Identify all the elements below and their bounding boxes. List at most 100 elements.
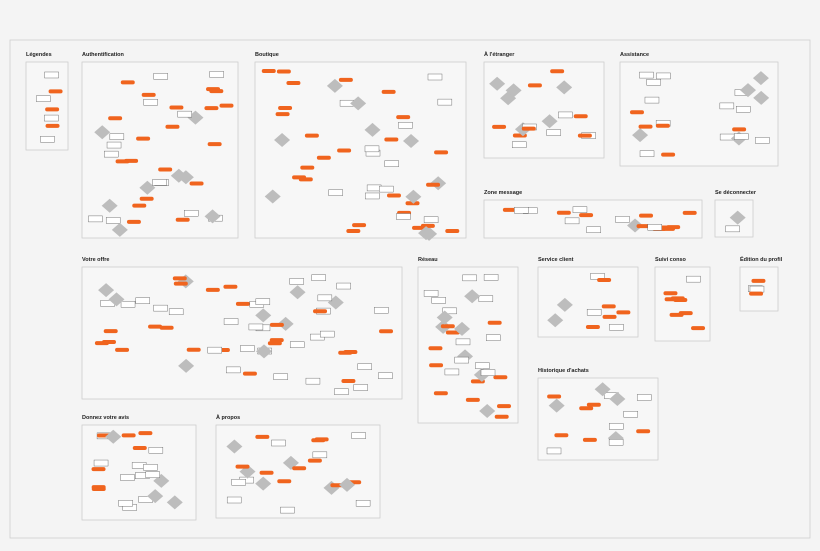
decision-node — [405, 189, 422, 204]
section: Service client — [537, 257, 639, 338]
decision-node — [541, 114, 558, 129]
section-title: Donnez votre avis — [82, 415, 129, 421]
action-node — [300, 165, 315, 170]
action-node — [186, 347, 201, 352]
screen-node — [749, 285, 765, 293]
action-node — [669, 312, 684, 317]
screen-node — [334, 388, 349, 395]
action-node — [582, 437, 597, 442]
action-node — [663, 291, 678, 296]
screen-node — [639, 150, 655, 157]
screen-node — [644, 96, 660, 104]
action-node — [636, 429, 651, 434]
panels: Légendes Authentification Boutique À l'étra… — [25, 51, 783, 521]
action-node — [286, 81, 301, 86]
action-node — [132, 203, 147, 208]
screen-node — [88, 215, 103, 223]
action-node — [337, 148, 352, 153]
screen-node — [734, 133, 749, 140]
screen-node — [120, 474, 135, 481]
screen-node — [379, 185, 394, 193]
screen-node — [255, 298, 271, 305]
screen-node — [442, 307, 457, 315]
action-node — [148, 324, 163, 329]
action-node — [579, 213, 594, 218]
decision-node — [147, 489, 164, 504]
section: Historique d'achats — [537, 368, 659, 461]
section-title: Historique d'achats — [538, 368, 589, 374]
action-node — [492, 124, 507, 129]
decision-node — [98, 283, 115, 298]
action-node — [108, 116, 123, 121]
action-node — [405, 201, 420, 206]
action-node — [577, 133, 592, 138]
action-node — [159, 325, 174, 330]
action-node — [48, 89, 63, 94]
screen-node — [384, 160, 399, 167]
decision-node — [289, 285, 306, 300]
screen-node — [639, 71, 654, 79]
screen-node — [364, 145, 380, 153]
action-node — [521, 126, 536, 131]
screen-node — [44, 71, 59, 79]
action-node — [341, 379, 356, 384]
action-node — [343, 350, 358, 355]
screen-node — [609, 423, 624, 430]
decision-node — [753, 90, 770, 105]
screen-node — [153, 304, 168, 312]
screen-node — [564, 217, 580, 225]
action-node — [396, 115, 411, 120]
section-title: Votre offre — [82, 257, 109, 263]
screen-node — [273, 373, 288, 380]
section: À propos — [215, 414, 381, 519]
screen-node — [143, 464, 158, 471]
screen-node — [615, 216, 630, 223]
screen-node — [374, 307, 389, 314]
section-title: Zone message — [484, 190, 522, 196]
action-node — [338, 77, 353, 82]
decision-node — [338, 477, 355, 492]
section: À l'étranger — [483, 51, 605, 159]
action-node — [616, 310, 631, 315]
action-node — [269, 322, 284, 327]
screen-node — [207, 346, 222, 354]
section: Votre offre — [81, 257, 403, 400]
screen-node — [93, 459, 109, 467]
action-node — [445, 229, 460, 234]
action-node — [242, 371, 257, 376]
decision-node — [547, 313, 564, 328]
action-node — [655, 123, 670, 128]
action-node — [691, 326, 706, 331]
frame — [9, 39, 811, 539]
decision-node — [739, 83, 756, 98]
action-node — [314, 437, 329, 442]
screen-node — [248, 323, 264, 331]
screen-node — [336, 282, 351, 290]
screen-node — [514, 207, 529, 214]
decision-node — [94, 125, 111, 140]
decision-node — [204, 209, 221, 224]
screen-node — [736, 106, 751, 113]
action-node — [175, 217, 190, 222]
screen-node — [184, 210, 199, 217]
section: Assistance — [619, 52, 779, 167]
action-node — [597, 277, 612, 282]
action-node — [638, 124, 653, 129]
decision-node — [139, 180, 156, 195]
decision-node — [274, 132, 291, 147]
screen-node — [153, 73, 168, 80]
section: Légendes — [25, 52, 69, 151]
screen-node — [351, 432, 366, 439]
action-node — [275, 112, 290, 117]
screen-node — [209, 71, 224, 78]
section: Réseau — [417, 257, 519, 424]
screen-node — [486, 334, 501, 341]
screen-node — [320, 330, 335, 338]
decision-node — [752, 71, 769, 86]
action-node — [91, 467, 106, 472]
action-node — [579, 406, 594, 411]
action-node — [173, 281, 188, 286]
action-node — [120, 80, 135, 85]
screen-node — [558, 111, 573, 119]
